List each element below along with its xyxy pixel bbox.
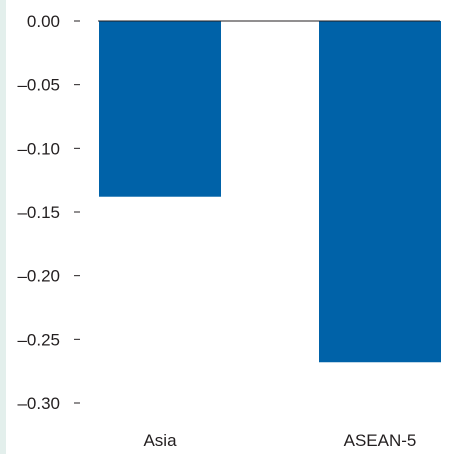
x-category-label: ASEAN-5 [344,431,417,450]
y-tick-label: –0.05 [17,76,60,95]
y-tick-label: –0.30 [17,394,60,413]
bars-layer [99,21,441,363]
y-tick-label: –0.20 [17,267,60,286]
y-tick-label: –0.15 [17,203,60,222]
bar-asia [99,21,221,197]
y-tick-label: –0.25 [17,330,60,349]
category-labels-layer: Asia ASEAN-5 [143,431,416,450]
bar-asean-5 [319,21,441,363]
x-category-label: Asia [143,431,177,450]
y-tick-label: –0.10 [17,139,60,158]
left-edge-strip [0,0,6,454]
y-tick-label: 0.00 [27,12,60,31]
y-ticks-layer: 0.00 –0.05 –0.10 –0.15 –0.20 –0.25 –0.30 [17,12,80,413]
